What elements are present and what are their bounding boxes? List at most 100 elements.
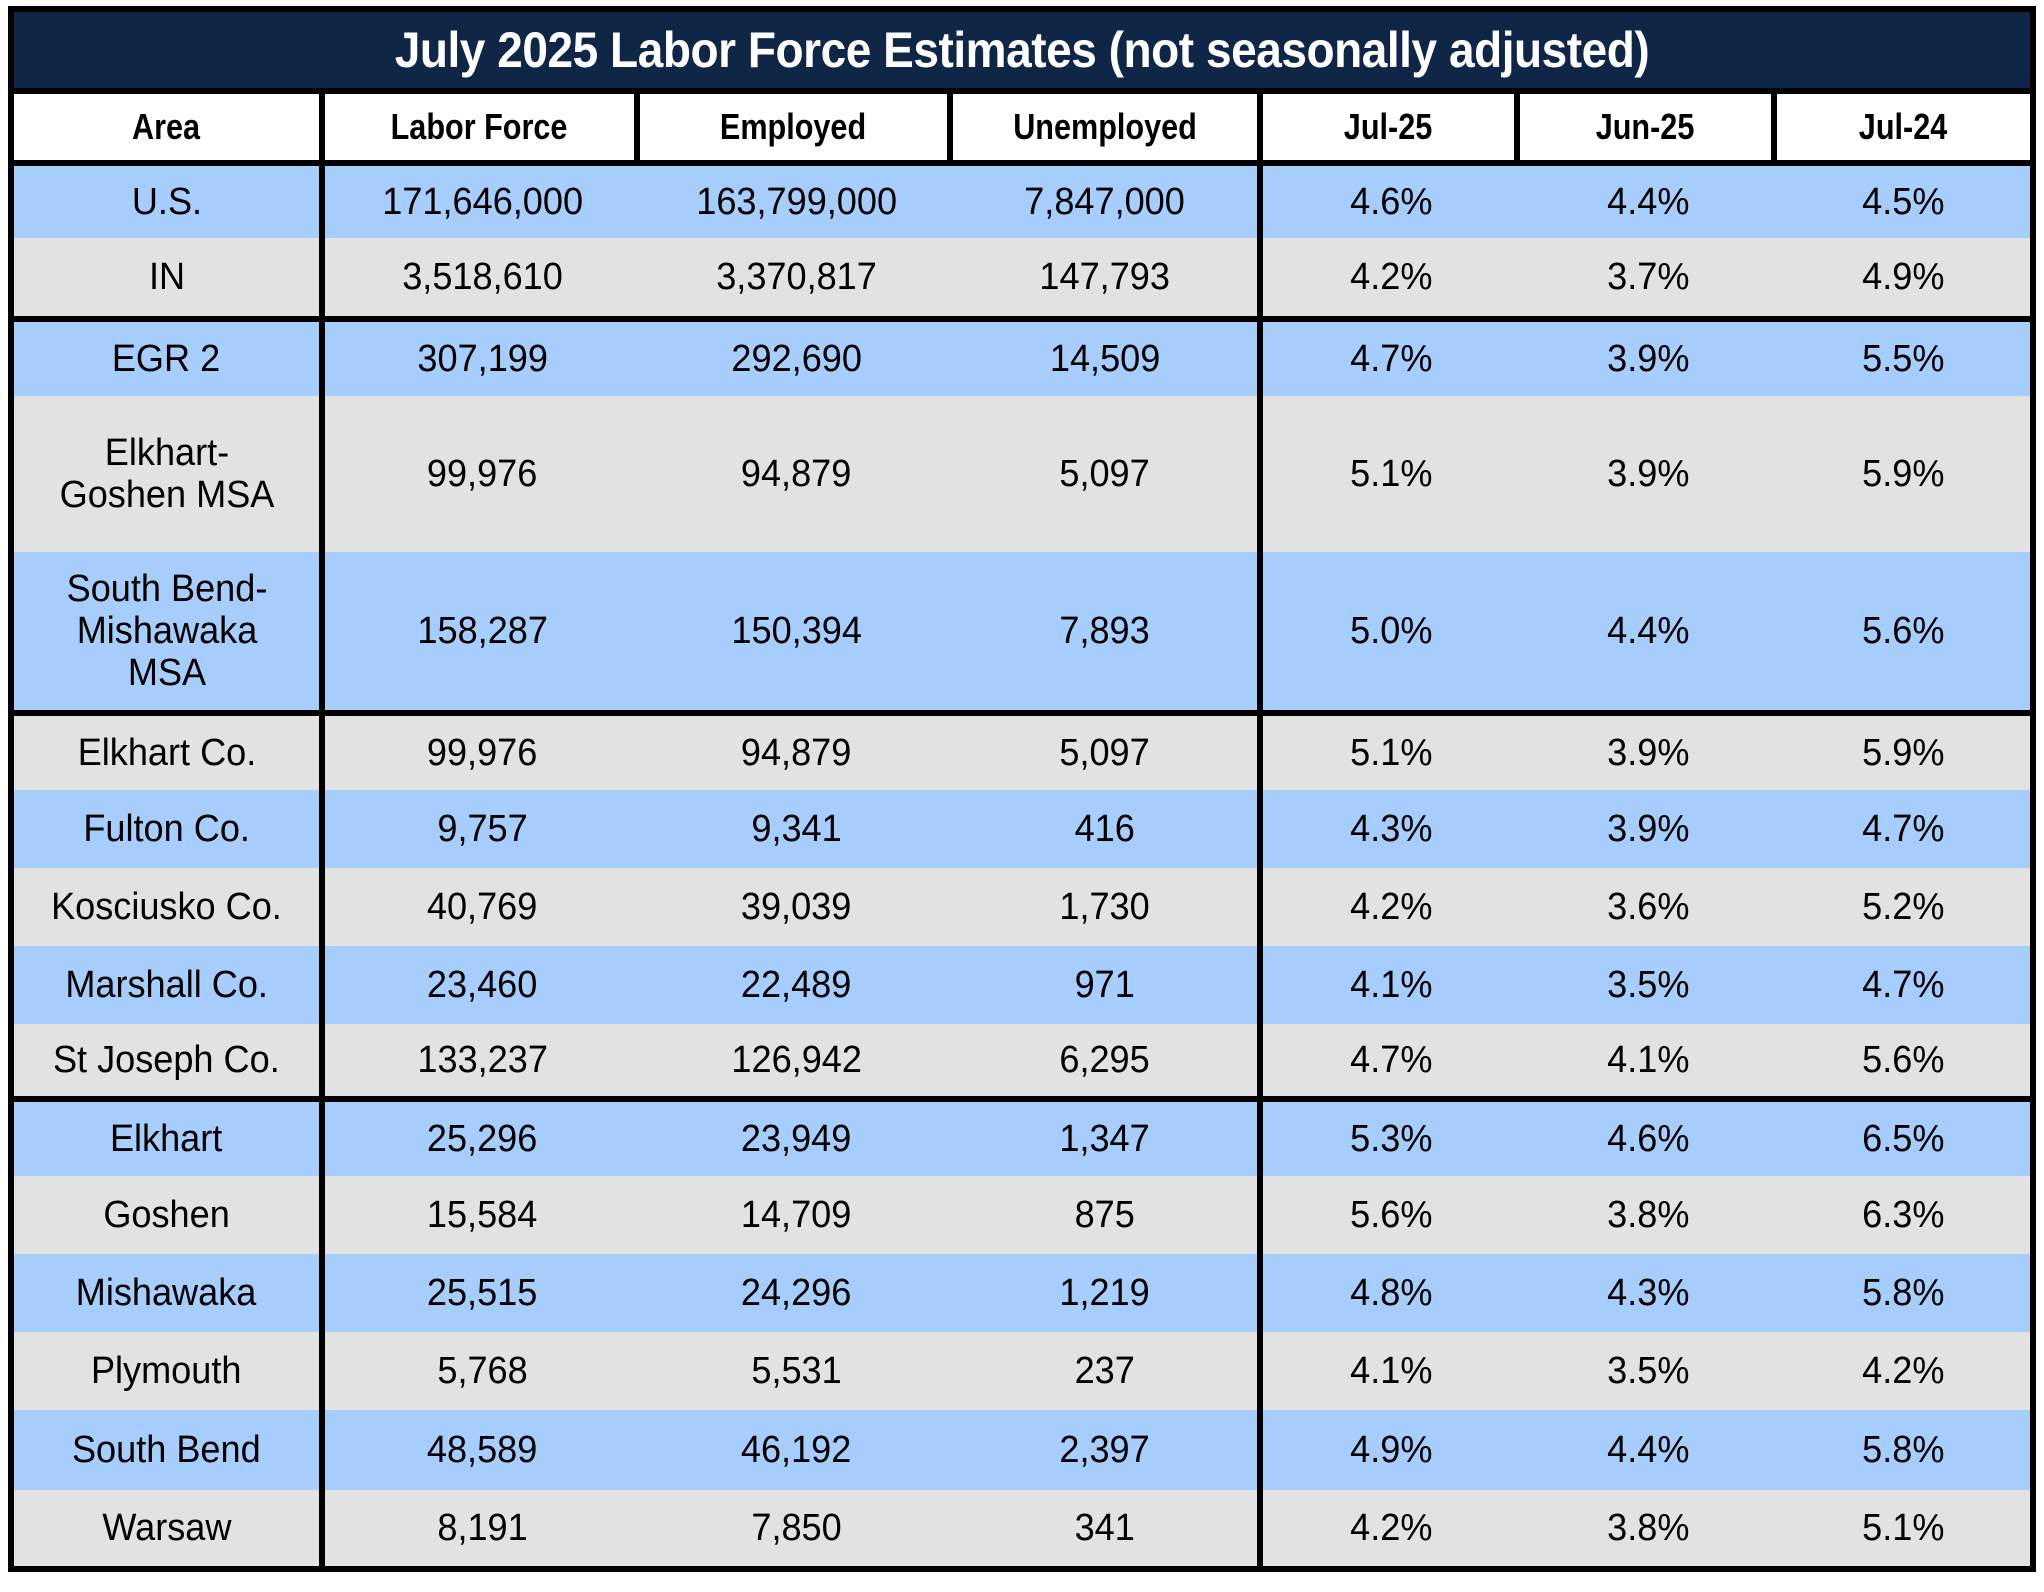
- labor-force-text: 40,769: [427, 886, 538, 928]
- jun-25-rate-text: 3.9%: [1607, 338, 1690, 380]
- area-text: Marshall Co.: [65, 964, 268, 1006]
- column-header-employed: Employed: [640, 94, 953, 160]
- labor-force-cell: 133,237: [325, 1024, 640, 1096]
- unemployed-text: 7,847,000: [1024, 181, 1186, 223]
- area-cell: Marshall Co.: [14, 946, 325, 1024]
- jul-25-rate-text: 4.2%: [1350, 1507, 1433, 1549]
- jul-25-rate-text: 4.1%: [1350, 964, 1433, 1006]
- labor-force-cell: 99,976: [325, 716, 640, 790]
- area-cell: Mishawaka: [14, 1254, 325, 1332]
- labor-force-text: 307,199: [417, 338, 548, 380]
- labor-force-cell: 158,287: [325, 552, 640, 710]
- jul-24-rate-text: 4.7%: [1862, 964, 1945, 1006]
- labor-force-text: 9,757: [437, 808, 528, 850]
- column-header-jul-25: Jul-25: [1263, 94, 1520, 160]
- area-cell: EGR 2: [14, 322, 325, 396]
- jul-25-rate-text: 4.1%: [1350, 1350, 1433, 1392]
- labor-force-text: 99,976: [427, 732, 538, 774]
- unemployed-cell: 7,847,000: [953, 166, 1263, 238]
- unemployed-cell: 1,730: [953, 868, 1263, 946]
- employed-text: 39,039: [741, 886, 852, 928]
- labor-force-cell: 3,518,610: [325, 238, 640, 316]
- employed-cell: 292,690: [640, 322, 953, 396]
- table-row: Elkhart-Goshen MSA 99,976 94,879 5,097 5.1% 3…: [14, 396, 2030, 552]
- table-title-bar: July 2025 Labor Force Estimates (not sea…: [14, 12, 2030, 94]
- jul-24-rate-cell: 5.6%: [1777, 1024, 2030, 1096]
- labor-force-cell: 15,584: [325, 1176, 640, 1254]
- jun-25-rate-text: 4.4%: [1607, 181, 1690, 223]
- unemployed-cell: 6,295: [953, 1024, 1263, 1096]
- employed-text: 23,949: [741, 1118, 852, 1160]
- labor-force-text: 99,976: [427, 453, 538, 495]
- jun-25-rate-text: 4.3%: [1607, 1272, 1690, 1314]
- unemployed-text: 1,347: [1059, 1118, 1151, 1160]
- jun-25-rate-text: 3.9%: [1607, 453, 1690, 495]
- jul-25-rate-cell: 4.2%: [1263, 238, 1520, 316]
- jul-24-rate-cell: 6.3%: [1777, 1176, 2030, 1254]
- employed-cell: 39,039: [640, 868, 953, 946]
- jul-24-rate-text: 6.5%: [1862, 1118, 1945, 1160]
- jul-24-rate-cell: 5.1%: [1777, 1490, 2030, 1566]
- jun-25-rate-text: 4.4%: [1607, 1429, 1690, 1471]
- employed-text: 126,942: [731, 1039, 862, 1081]
- table-row: EGR 2 307,199 292,690 14,509 4.7% 3.9% 5.5%: [14, 322, 2030, 396]
- area-cell: Kosciusko Co.: [14, 868, 325, 946]
- jul-25-rate-cell: 4.1%: [1263, 1332, 1520, 1410]
- area-cell: St Joseph Co.: [14, 1024, 325, 1096]
- employed-text: 9,341: [751, 808, 842, 850]
- area-text: Elkhart Co.: [77, 732, 256, 774]
- labor-force-text: 133,237: [417, 1039, 548, 1081]
- employed-text: 22,489: [741, 964, 852, 1006]
- table-row: Mishawaka 25,515 24,296 1,219 4.8% 4.3% 5.8%: [14, 1254, 2030, 1332]
- jul-25-rate-cell: 4.9%: [1263, 1410, 1520, 1490]
- jul-25-rate-cell: 4.8%: [1263, 1254, 1520, 1332]
- employed-cell: 94,879: [640, 716, 953, 790]
- table-row: Marshall Co. 23,460 22,489 971 4.1% 3.5% 4.7%: [14, 946, 2030, 1024]
- jun-25-rate-text: 3.8%: [1607, 1507, 1690, 1549]
- jun-25-rate-cell: 4.4%: [1520, 166, 1777, 238]
- table-row: St Joseph Co. 133,237 126,942 6,295 4.7% 4.1%…: [14, 1024, 2030, 1102]
- labor-force-cell: 25,296: [325, 1102, 640, 1176]
- unemployed-text: 5,097: [1059, 732, 1151, 774]
- area-text: Mishawaka: [76, 1272, 257, 1314]
- jul-25-rate-text: 5.1%: [1350, 453, 1433, 495]
- labor-force-cell: 25,515: [325, 1254, 640, 1332]
- area-text: Kosciusko Co.: [51, 886, 282, 928]
- labor-force-cell: 171,646,000: [325, 166, 640, 238]
- area-cell: IN: [14, 238, 325, 316]
- jul-24-rate-text: 4.5%: [1862, 181, 1945, 223]
- employed-cell: 150,394: [640, 552, 953, 710]
- labor-force-cell: 48,589: [325, 1410, 640, 1490]
- table-row: Elkhart 25,296 23,949 1,347 5.3% 4.6% 6.5%: [14, 1102, 2030, 1176]
- unemployed-text: 6,295: [1059, 1039, 1151, 1081]
- employed-text: 163,799,000: [696, 181, 897, 223]
- labor-force-text: 158,287: [417, 610, 548, 652]
- employed-text: 150,394: [731, 610, 862, 652]
- jul-24-rate-text: 5.9%: [1862, 453, 1945, 495]
- unemployed-text: 147,793: [1039, 256, 1171, 298]
- area-text: EGR 2: [112, 338, 221, 380]
- jul-25-rate-text: 4.7%: [1350, 1039, 1433, 1081]
- area-text: U.S.: [131, 181, 202, 223]
- unemployed-cell: 1,347: [953, 1102, 1263, 1176]
- unemployed-cell: 971: [953, 946, 1263, 1024]
- jun-25-rate-text: 3.5%: [1607, 1350, 1690, 1392]
- jun-25-rate-text: 4.6%: [1607, 1118, 1690, 1160]
- jul-25-rate-cell: 4.6%: [1263, 166, 1520, 238]
- jul-24-rate-text: 5.6%: [1862, 610, 1945, 652]
- jun-25-rate-cell: 3.7%: [1520, 238, 1777, 316]
- jun-25-rate-text: 4.1%: [1607, 1039, 1690, 1081]
- unemployed-text: 2,397: [1059, 1429, 1151, 1471]
- employed-cell: 7,850: [640, 1490, 953, 1566]
- unemployed-cell: 875: [953, 1176, 1263, 1254]
- jul-25-rate-text: 4.8%: [1350, 1272, 1433, 1314]
- unemployed-text: 971: [1074, 964, 1136, 1006]
- jul-25-rate-cell: 5.3%: [1263, 1102, 1520, 1176]
- labor-force-text: 5,768: [437, 1350, 528, 1392]
- jul-24-rate-cell: 6.5%: [1777, 1102, 2030, 1176]
- jul-24-rate-cell: 4.5%: [1777, 166, 2030, 238]
- labor-force-table: July 2025 Labor Force Estimates (not sea…: [8, 6, 2036, 1572]
- jul-25-rate-text: 4.9%: [1350, 1429, 1433, 1471]
- jun-25-rate-text: 3.5%: [1607, 964, 1690, 1006]
- jun-25-rate-cell: 3.8%: [1520, 1490, 1777, 1566]
